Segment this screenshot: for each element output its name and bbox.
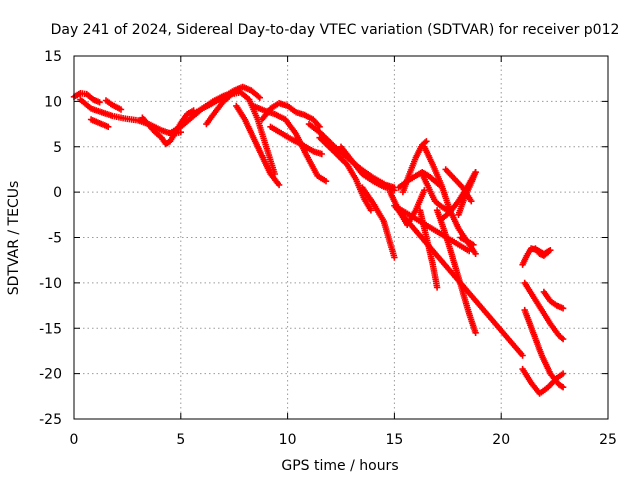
data-marks [70, 83, 567, 397]
data-point [275, 181, 283, 189]
data-point [472, 169, 479, 176]
y-tick-label: -5 [48, 231, 62, 247]
series-arc26 [455, 169, 479, 218]
y-tick-label: -25 [39, 412, 62, 428]
x-tick-label: 10 [279, 432, 297, 448]
data-point [472, 250, 479, 257]
y-tick-label: -20 [39, 367, 62, 383]
chart-title: Day 241 of 2024, Sidereal Day-to-day VTE… [51, 22, 620, 38]
series-arc27 [457, 234, 477, 248]
data-point [322, 178, 330, 185]
data-point [423, 138, 430, 145]
data-point [559, 370, 567, 377]
data-point [105, 123, 112, 130]
x-tick-label: 5 [176, 432, 185, 448]
series-arc19 [399, 138, 430, 196]
series-arc04 [87, 116, 112, 130]
series-arc01 [70, 90, 103, 106]
data-point [559, 384, 567, 391]
series-arc03 [102, 97, 125, 113]
y-tick-label: 10 [44, 94, 62, 110]
data-point [256, 94, 263, 101]
grid-lines [74, 56, 608, 419]
data-point [117, 106, 125, 113]
y-tick-label: 5 [53, 140, 62, 156]
data-point [367, 207, 375, 214]
y-axis-ticks: 15 10 5 0 -5 -10 -15 -20 -25 [39, 49, 608, 428]
series-arc16 [359, 184, 398, 261]
data-point [559, 335, 567, 343]
y-axis-label: SDTVAR / TECUs [6, 181, 22, 296]
data-point [472, 329, 479, 336]
series-arc08 [203, 89, 278, 178]
series-arc14 [316, 134, 375, 214]
x-tick-label: 15 [385, 432, 403, 448]
series-arc11 [258, 100, 323, 130]
y-tick-label: -15 [39, 321, 62, 337]
data-point [468, 198, 475, 205]
series-arc20 [419, 170, 451, 214]
data-point [545, 248, 552, 256]
x-tick-label: 25 [599, 432, 617, 448]
y-tick-label: 0 [53, 185, 62, 201]
series-arc30 [521, 306, 567, 391]
series-arc15 [337, 143, 398, 194]
x-axis-label: GPS time / hours [281, 458, 398, 474]
series-arc32 [540, 288, 567, 312]
series-arc05 [139, 107, 197, 148]
data-point [316, 123, 323, 130]
series-arc10 [250, 102, 330, 185]
data-point [559, 305, 567, 312]
series-arc12 [267, 123, 325, 158]
series-outliers [391, 202, 526, 359]
data-point [96, 99, 103, 106]
data-point [466, 247, 473, 255]
data-point [318, 150, 325, 158]
x-axis-ticks: 0 5 10 15 20 25 [70, 56, 617, 448]
x-tick-label: 0 [70, 432, 79, 448]
x-tick-label: 20 [492, 432, 510, 448]
data-point [433, 284, 441, 291]
data-point [470, 241, 477, 248]
y-tick-label: -10 [39, 276, 62, 292]
series-arc09 [233, 102, 283, 189]
series-arc33 [532, 245, 552, 259]
series-arc31 [521, 279, 567, 343]
y-tick-label: 15 [44, 49, 62, 65]
data-point [391, 254, 398, 261]
data-point [391, 187, 398, 194]
